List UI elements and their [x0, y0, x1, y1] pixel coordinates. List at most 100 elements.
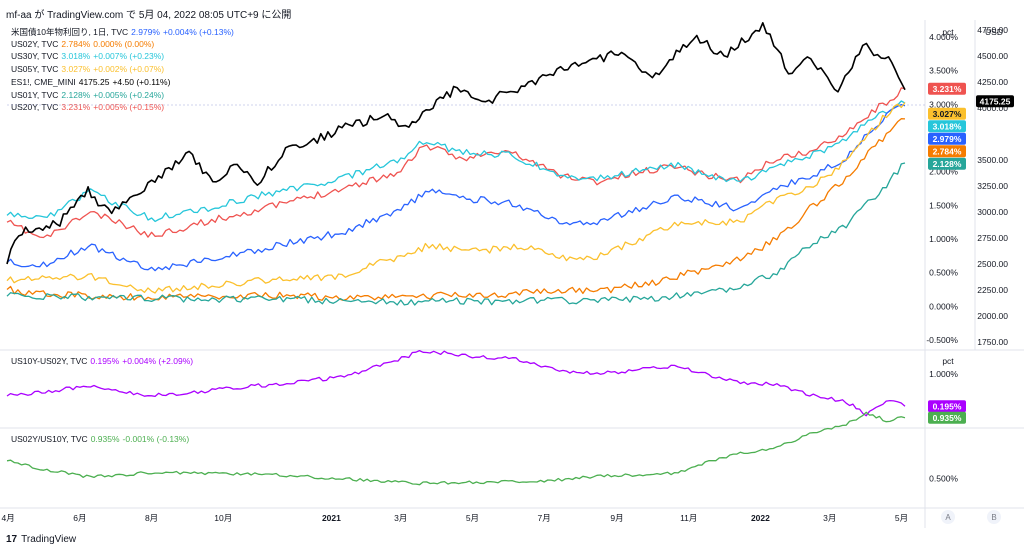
- legend-series-name: US20Y, TVC: [11, 102, 59, 113]
- pct-axis-tick: 0.500%: [929, 268, 958, 278]
- legend-series-name: US01Y, TVC: [11, 89, 59, 100]
- ratio-legend-name: US02Y/US10Y, TVC: [11, 434, 88, 444]
- x-axis-tick: 11月: [680, 513, 697, 523]
- last-value-tag-us10y: 2.979%: [928, 132, 966, 145]
- last-value-tag-us02y: 2.784%: [928, 145, 966, 158]
- publish-header: mf-aa が TradingView.com で 5月 04, 2022 08…: [6, 10, 292, 21]
- legend-series-change: +0.007% (+0.23%): [93, 51, 165, 62]
- svg-text:2.128%: 2.128%: [933, 159, 962, 169]
- series-line-us01y[interactable]: [6, 162, 906, 306]
- spread-legend-change: +0.004% (+2.09%): [122, 356, 194, 366]
- legend-series-value: 4175.25: [78, 76, 110, 87]
- legend-series-value: 2.784%: [61, 38, 91, 49]
- legend-series-change: +0.005% (+0.15%): [93, 102, 165, 113]
- usd-axis-tick: 3250.00: [977, 181, 1008, 191]
- pct-axis-tick: -0.500%: [926, 335, 958, 345]
- legend-series-name: US05Y, TVC: [11, 64, 59, 75]
- x-axis-tick: 2021: [322, 513, 341, 523]
- svg-text:B: B: [991, 513, 996, 522]
- usd-axis-tick: 4000.00: [977, 103, 1008, 113]
- legend-series-value: 2.128%: [61, 89, 91, 100]
- usd-axis-tick: 4500.00: [977, 51, 1008, 61]
- x-axis-tick: 3月: [394, 513, 407, 523]
- series-line-us30y[interactable]: [6, 100, 906, 223]
- legend-series-value: 3.027%: [61, 64, 91, 75]
- legend-series-change: +0.004% (+0.13%): [162, 27, 234, 37]
- usd-axis-tick: 1750.00: [977, 337, 1008, 347]
- spread-legend-value: 0.195%: [90, 356, 120, 366]
- last-value-tag-us20y: 3.231%: [928, 82, 966, 95]
- svg-text:3.018%: 3.018%: [933, 121, 962, 131]
- last-value-tag-ratio: 0.935%: [928, 411, 966, 424]
- x-axis-tick: 5月: [466, 513, 479, 523]
- last-value-tag-us05y: 3.027%: [928, 107, 966, 120]
- usd-axis-tick: 3500.00: [977, 155, 1008, 165]
- legend-row-us02y[interactable]: US02Y, TVC 2.784% 0.000% (0.00%): [11, 39, 154, 49]
- pct-axis-tick: 1.500%: [929, 200, 958, 210]
- legend-series-change: 0.000% (0.00%): [93, 38, 155, 49]
- last-value-tag-es1: 4175.25: [976, 95, 1014, 108]
- series-line-us02y[interactable]: [6, 118, 906, 302]
- usd-axis-tick: 3000.00: [977, 207, 1008, 217]
- pct-axis-tick: 0.000%: [929, 301, 958, 311]
- svg-text:0.935%: 0.935%: [933, 413, 962, 423]
- last-value-tag-us30y: 3.018%: [928, 120, 966, 133]
- svg-text:3.231%: 3.231%: [933, 84, 962, 94]
- footer-brand: TradingView: [21, 534, 77, 545]
- legend-series-value: 2.979%: [131, 27, 160, 37]
- spread-axis-label: pct: [942, 356, 954, 366]
- usd-axis-tick: 2750.00: [977, 233, 1008, 243]
- pct-axis-tick: 1.000%: [929, 234, 958, 244]
- usd-axis-tick: 4250.00: [977, 77, 1008, 87]
- x-axis-tick: 3月: [823, 513, 836, 523]
- footer: 17 TradingView: [6, 534, 76, 545]
- pct-axis-tick: 3.000%: [929, 99, 958, 109]
- legend-series-value: 3.231%: [61, 102, 91, 113]
- legend-series-name: US02Y, TVC: [11, 38, 59, 49]
- x-axis-tick: 10月: [214, 513, 232, 523]
- usd-axis-tick: 4750.00: [977, 25, 1008, 35]
- spread-legend[interactable]: US10Y-US02Y, TVC 0.195% +0.004% (+2.09%): [11, 356, 193, 366]
- usd-axis-tick: 2250.00: [977, 285, 1008, 295]
- usd-axis-label: USD: [985, 27, 1003, 37]
- last-value-tag-spread: 0.195%: [928, 400, 966, 413]
- price-scale-button-a[interactable]: A: [941, 510, 955, 524]
- series-line-spread[interactable]: [6, 349, 906, 417]
- svg-text:4175.25: 4175.25: [980, 96, 1011, 106]
- usd-axis-tick: 2000.00: [977, 311, 1008, 321]
- spread-legend-name: US10Y-US02Y, TVC: [11, 356, 88, 366]
- x-axis-tick: 4月: [2, 513, 15, 523]
- legend-row-es1[interactable]: ES1!, CME_MINI 4175.25 +4.50 (+0.11%): [11, 77, 170, 87]
- usd-axis-tick: 2500.00: [977, 259, 1008, 269]
- legend-row-us30y[interactable]: US30Y, TVC 3.018% +0.007% (+0.23%): [11, 51, 164, 61]
- svg-text:2.979%: 2.979%: [933, 134, 962, 144]
- ratio-axis-tick: 0.500%: [929, 474, 958, 484]
- legend-row-us05y[interactable]: US05Y, TVC 3.027% +0.002% (+0.07%): [11, 64, 164, 74]
- pct-axis-tick: 2.000%: [929, 167, 958, 177]
- pct-axis-tick: 3.500%: [929, 66, 958, 76]
- ratio-legend[interactable]: US02Y/US10Y, TVC 0.935% -0.001% (-0.13%): [11, 434, 189, 444]
- x-axis-tick: 7月: [538, 513, 551, 523]
- x-axis-tick: 5月: [895, 513, 908, 523]
- series-line-es1[interactable]: [6, 22, 906, 265]
- legend-series-value: 3.018%: [61, 51, 91, 62]
- series-line-ratio[interactable]: [6, 411, 906, 486]
- price-scale-button-b[interactable]: B: [987, 510, 1001, 524]
- tradingview-logo-icon: 17: [6, 534, 18, 545]
- series-line-us20y[interactable]: [6, 87, 906, 239]
- x-axis-tick: 8月: [145, 513, 158, 523]
- x-axis-tick: 9月: [610, 513, 623, 523]
- pct-axis-label: pct: [942, 27, 954, 37]
- svg-text:0.195%: 0.195%: [933, 401, 962, 411]
- series-line-us05y[interactable]: [6, 102, 906, 294]
- legend-series-name: ES1!, CME_MINI: [11, 76, 76, 87]
- x-axis-tick: 2022: [751, 513, 770, 523]
- legend-row-us10y[interactable]: 米国債10年物利回り, 1日, TVC 2.979% +0.004% (+0.13%…: [11, 26, 234, 38]
- spread-axis-tick: 1.000%: [929, 369, 958, 379]
- legend-row-us20y[interactable]: US20Y, TVC 3.231% +0.005% (+0.15%): [11, 102, 164, 112]
- ratio-legend-value: 0.935%: [90, 434, 120, 444]
- legend-series-name: 米国債10年物利回り, 1日, TVC: [11, 27, 129, 37]
- series-line-us10y[interactable]: [6, 103, 906, 272]
- legend-row-us01y[interactable]: US01Y, TVC 2.128% +0.005% (+0.24%): [11, 90, 164, 100]
